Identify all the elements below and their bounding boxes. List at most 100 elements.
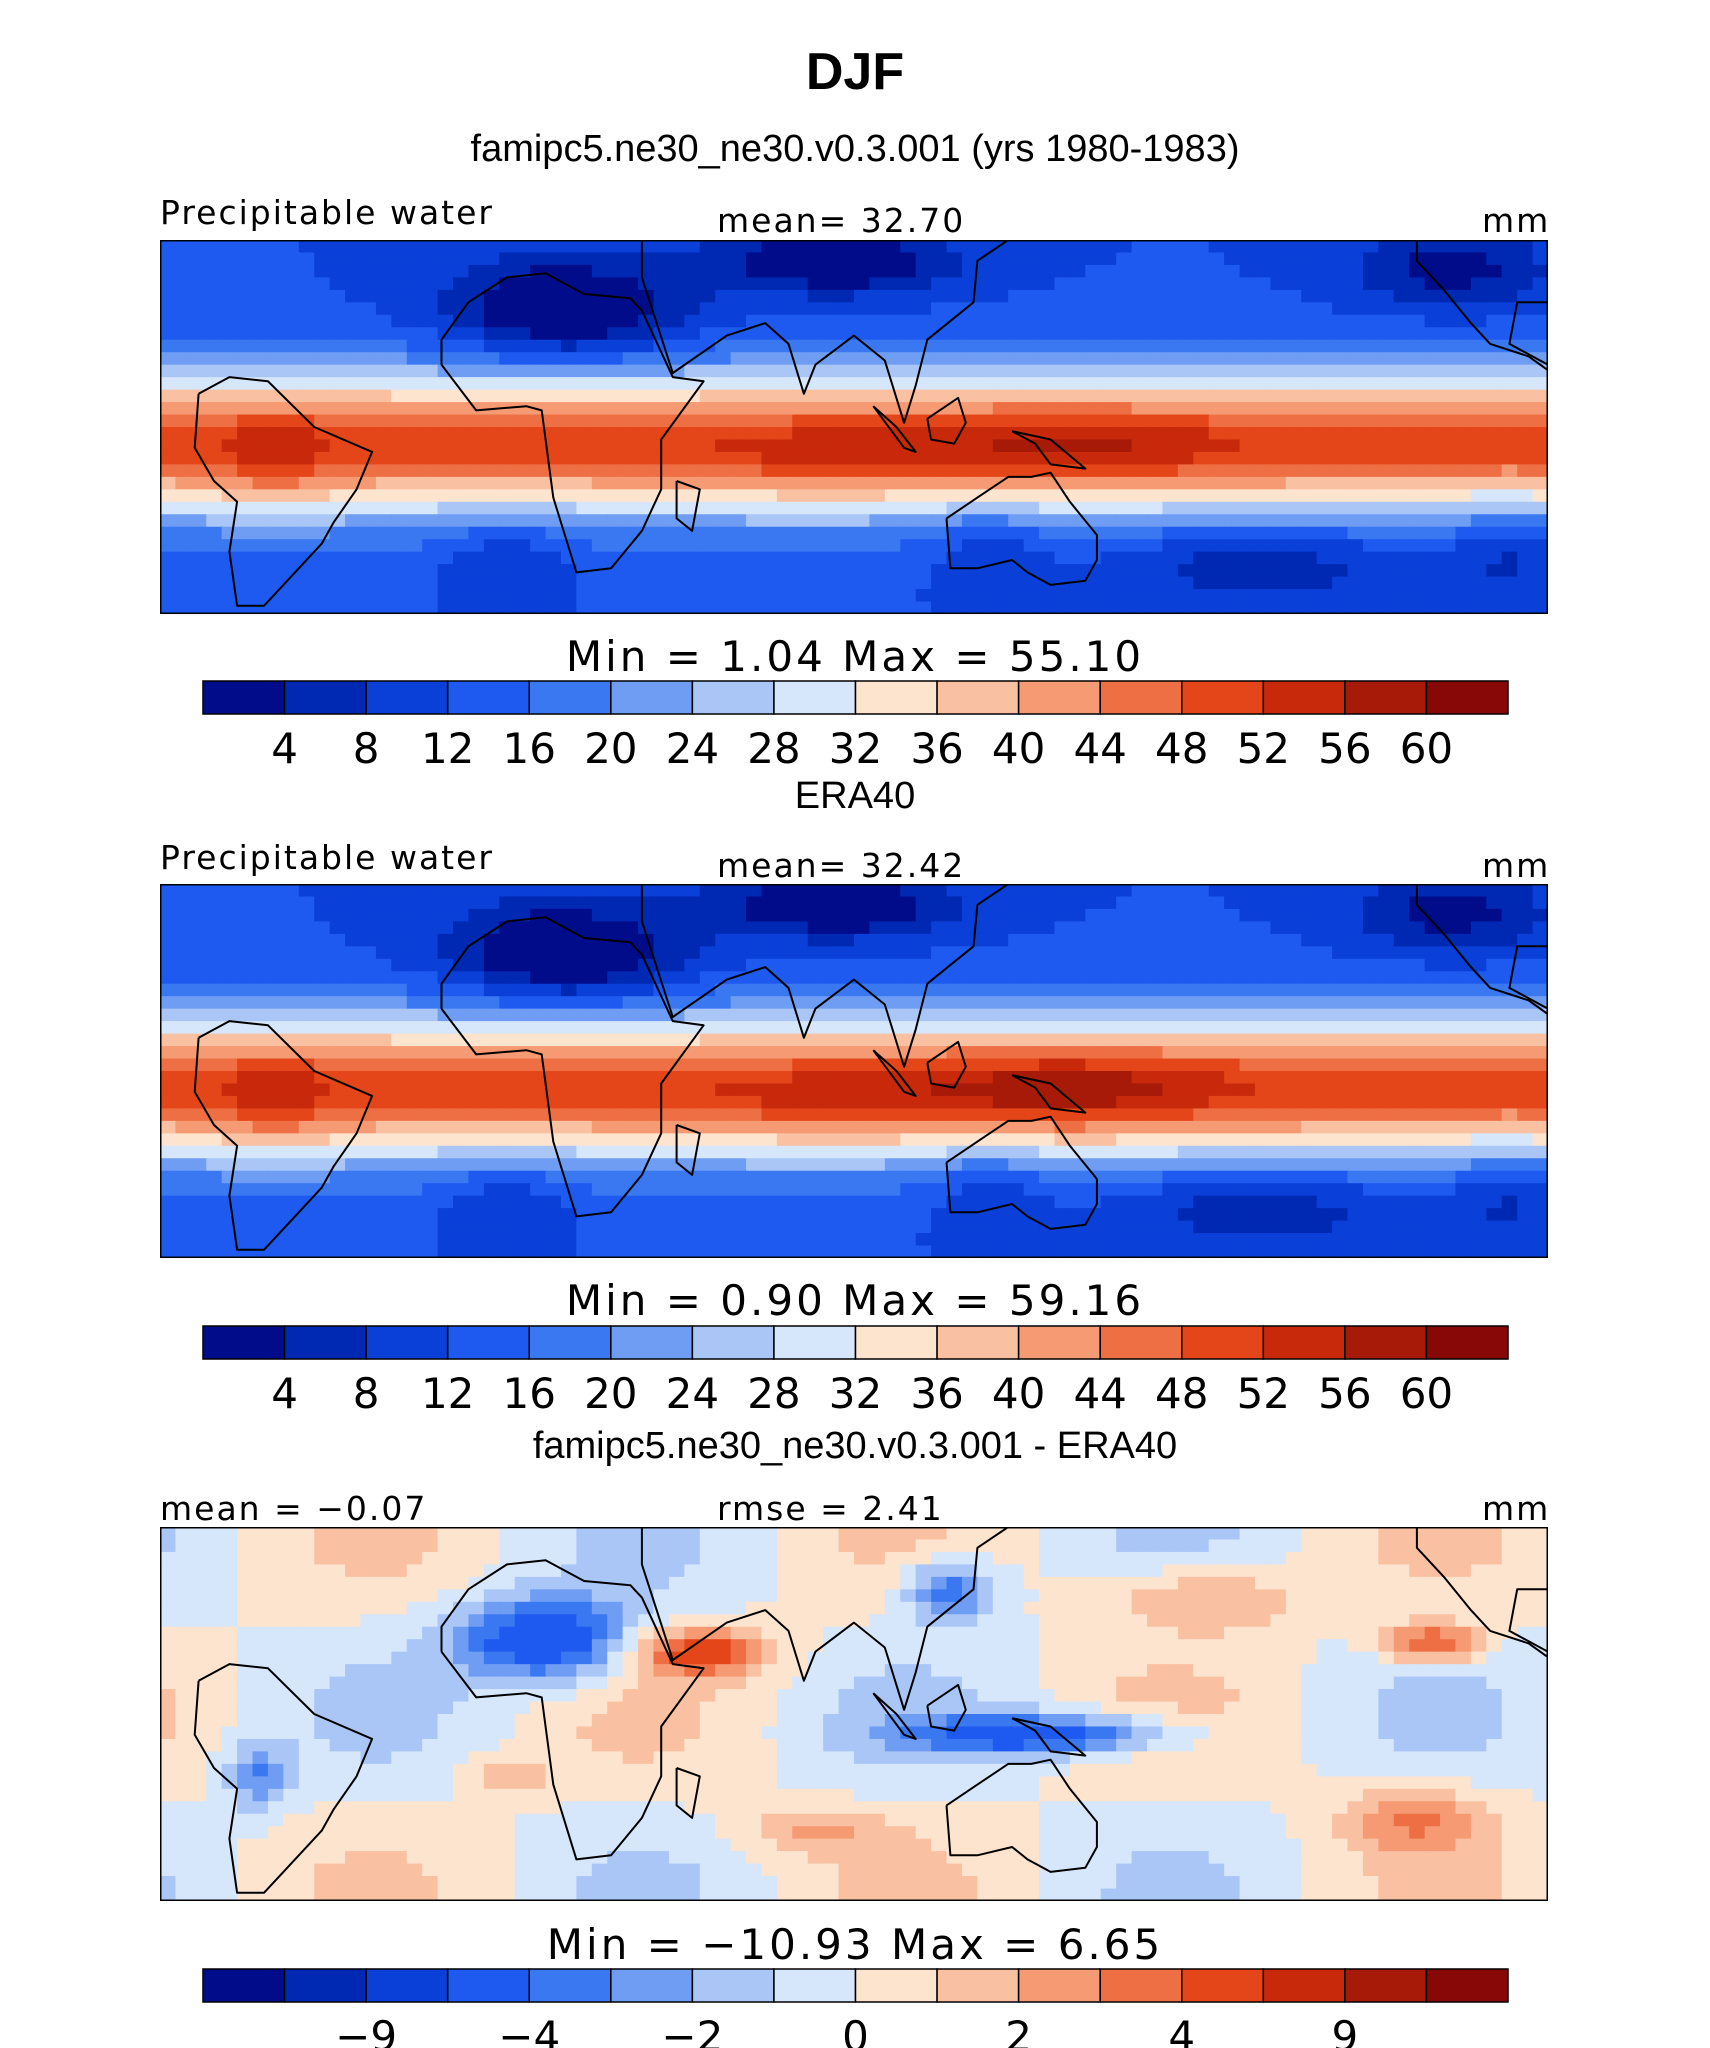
field-cell [576,389,593,403]
field-cell [1039,1145,1056,1159]
field-cell [360,884,377,898]
field-cell [468,364,485,378]
field-cell [237,427,254,441]
field-cell [884,352,901,366]
field-cell [1147,1071,1164,1085]
field-cell [483,289,500,303]
field-cell [591,996,608,1010]
field-cell [1177,451,1194,465]
field-cell [1239,996,1256,1010]
field-cell [1470,1170,1487,1184]
field-cell [1501,908,1518,922]
field-cell [206,277,223,291]
field-cell [499,339,516,353]
field-cell [406,1158,423,1172]
field-cell [977,489,994,503]
field-cell [1085,946,1102,960]
colorbar-tick-label: 24 [666,724,719,770]
field-cell [560,958,577,972]
field-cell [175,933,192,947]
field-cell [961,327,978,341]
field-cell [160,601,177,614]
field-cell [1285,352,1302,366]
field-cell [1023,908,1040,922]
field-cell [1224,476,1241,490]
field-cell [1270,1145,1287,1159]
field-cell [499,576,516,590]
field-cell [1224,564,1241,578]
field-cell [1100,240,1117,254]
field-cell [1362,264,1379,278]
field-cell [622,501,639,515]
field-cell [1532,958,1548,972]
field-cell [1193,364,1210,378]
field-cell [530,314,547,328]
field-cell [915,277,932,291]
field-cell [792,252,809,266]
field-cell [854,364,871,378]
field-cell [1270,289,1287,303]
field-cell [422,314,439,328]
field-cell [560,1046,577,1060]
field-cell [1254,514,1271,528]
field-cell [1378,526,1395,540]
field-cell [1224,451,1241,465]
field-cell [854,1021,871,1035]
field-cell [1085,1158,1102,1172]
field-cell [298,1133,315,1147]
field-cell [1378,983,1395,997]
field-cell [977,884,994,898]
field-cell [638,1183,655,1197]
field-cell [545,1183,562,1197]
field-cell [931,983,948,997]
field-cell [854,1183,871,1197]
field-cell [1486,489,1503,503]
field-cell [406,1008,423,1022]
field-cell [1285,983,1302,997]
field-cell [1162,1071,1179,1085]
field-cell [1440,389,1457,403]
field-cell [1116,996,1133,1010]
field-cell [483,1158,500,1172]
field-cell [545,946,562,960]
field-cell [807,514,824,528]
field-cell [1162,884,1179,898]
field-cell [1332,576,1349,590]
field-cell [792,389,809,403]
field-cell [483,327,500,341]
field-cell [1270,1158,1287,1172]
field-cell [1085,277,1102,291]
field-cell [1285,364,1302,378]
field-cell [483,414,500,428]
field-cell [1378,1095,1395,1109]
field-cell [252,1158,269,1172]
field-cell [175,451,192,465]
field-cell [576,414,593,428]
field-cell [283,289,300,303]
field-cell [252,252,269,266]
field-cell [437,946,454,960]
field-cell [668,352,685,366]
field-cell [267,514,284,528]
field-cell [1285,302,1302,316]
field-cell [422,983,439,997]
field-cell [1409,339,1426,353]
field-cell [1285,1058,1302,1072]
field-cell [345,264,362,278]
field-cell [1424,971,1441,985]
field-cell [931,1145,948,1159]
field-cell [329,1021,346,1035]
field-cell [499,327,516,341]
field-cell [946,1058,963,1072]
field-cell [1116,302,1133,316]
field-cell [1347,589,1364,603]
field-cell [792,339,809,353]
field-cell [206,564,223,578]
field-cell [237,240,254,254]
field-cell [638,996,655,1010]
field-cell [560,439,577,453]
field-cell [1316,921,1333,935]
field-cell [252,589,269,603]
field-cell [715,946,732,960]
field-cell [961,1133,978,1147]
